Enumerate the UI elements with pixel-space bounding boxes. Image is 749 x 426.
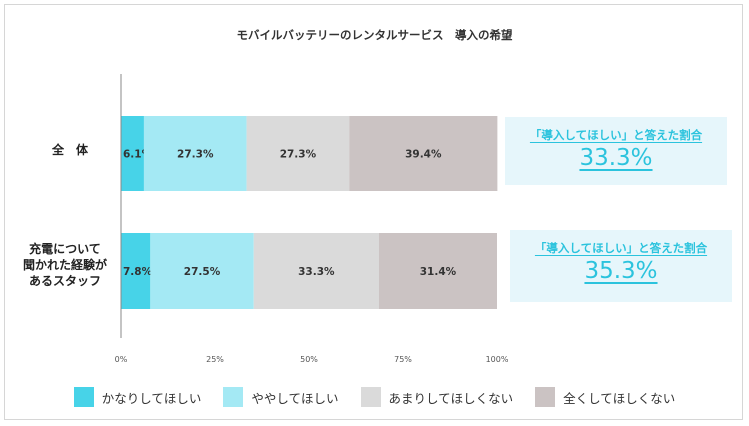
row-label-line: あるスタッフ	[28, 274, 101, 288]
bar-segment	[246, 116, 350, 191]
callout-value: 35.3%	[584, 258, 658, 284]
chart-title: モバイルバッテリーのレンタルサービス 導入の希望	[236, 28, 513, 42]
legend-swatch	[73, 387, 94, 407]
callout-value: 33.3%	[579, 145, 653, 171]
chart-frame	[4, 4, 743, 420]
legend-label: ややしてほしい	[251, 390, 339, 406]
legend-item: あまりしてほしくない	[360, 387, 514, 407]
bar-segment	[253, 233, 379, 309]
callout-experienced-staff: 「導入してほしい」と答えた割合 35.3%	[510, 230, 732, 302]
data-label: 27.3%	[177, 149, 214, 161]
data-label: 27.5%	[184, 266, 221, 278]
bar-segment	[349, 116, 498, 191]
legend-swatch	[360, 387, 381, 407]
bar-segment	[121, 116, 144, 191]
data-label: 39.4%	[405, 149, 442, 161]
row-label-experienced-staff: 充電について 聞かれた経験が あるスタッフ	[10, 241, 120, 289]
row-label-line: 全 体	[51, 143, 88, 157]
legend-label: かなりしてほしい	[101, 390, 202, 406]
x-tick-label: 50%	[300, 355, 318, 364]
data-label: 7.8%	[123, 266, 153, 278]
legend-item: 全くしてほしくない	[535, 387, 675, 407]
legend-swatch	[535, 387, 556, 407]
bar-segment	[143, 116, 247, 191]
legend-item: かなりしてほしい	[73, 387, 202, 407]
legend-swatch	[223, 387, 244, 407]
callout-label: 「導入してほしい」と答えた割合	[529, 128, 703, 142]
callout-overall: 「導入してほしい」と答えた割合 33.3%	[505, 117, 727, 185]
x-tick-label: 25%	[206, 355, 224, 364]
bar-segment	[378, 233, 497, 309]
x-tick-label: 100%	[486, 355, 509, 364]
row-label-overall: 全 体	[20, 142, 120, 158]
callout-label: 「導入してほしい」と答えた割合	[534, 241, 708, 255]
row-label-line: 聞かれた経験が	[22, 258, 107, 272]
legend: かなりしてほしい ややしてほしい あまりしてほしくない 全くしてほしくない	[0, 386, 749, 408]
legend-label: 全くしてほしくない	[563, 390, 676, 406]
legend-item: ややしてほしい	[223, 387, 339, 407]
legend-label: あまりしてほしくない	[388, 390, 514, 406]
bar-segment	[121, 233, 151, 309]
bar-segment	[150, 233, 254, 309]
x-tick-label: 75%	[394, 355, 412, 364]
x-tick-label: 0%	[115, 355, 128, 364]
data-label: 27.3%	[280, 149, 317, 161]
data-label: 33.3%	[298, 266, 335, 278]
row-label-line: 充電について	[29, 242, 101, 256]
data-label: 31.4%	[420, 266, 457, 278]
